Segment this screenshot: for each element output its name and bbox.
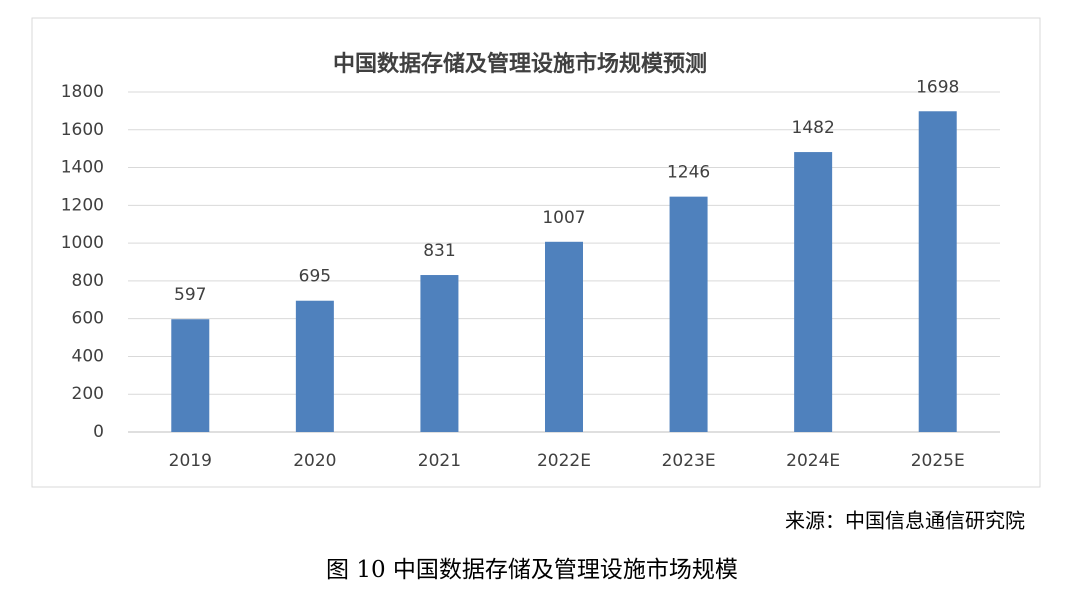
y-tick-label: 1800	[61, 82, 104, 102]
value-label: 1482	[792, 118, 835, 138]
y-tick-label: 400	[72, 346, 104, 366]
value-label: 1246	[667, 163, 710, 183]
bar	[918, 111, 957, 433]
bar	[295, 300, 334, 432]
y-tick-label: 1400	[61, 158, 104, 178]
bar	[171, 319, 210, 432]
source-note: 来源：中国信息通信研究院	[785, 509, 1025, 533]
value-label: 1007	[542, 208, 585, 228]
x-tick-label: 2025E	[911, 451, 965, 471]
y-tick-label: 800	[72, 271, 104, 291]
bar	[420, 275, 459, 432]
x-tick-label: 2022E	[537, 451, 591, 471]
y-tick-label: 1200	[61, 195, 104, 215]
value-label: 695	[299, 267, 331, 287]
y-tick-label: 0	[93, 422, 104, 442]
value-label: 831	[423, 241, 455, 261]
figure-caption: 图 10 中国数据存储及管理设施市场规模	[326, 557, 738, 583]
value-label: 597	[174, 285, 206, 305]
y-tick-label: 200	[72, 384, 104, 404]
value-label: 1698	[916, 77, 959, 97]
bar	[669, 196, 708, 432]
x-tick-label: 2019	[169, 451, 212, 471]
y-tick-label: 1600	[61, 120, 104, 140]
x-tick-label: 2023E	[662, 451, 716, 471]
x-tick-label: 2021	[418, 451, 461, 471]
chart-title: 中国数据存储及管理设施市场规模预测	[333, 51, 707, 77]
x-tick-label: 2020	[293, 451, 336, 471]
y-tick-label: 1000	[61, 233, 104, 253]
bar	[545, 241, 583, 432]
bar	[794, 152, 833, 433]
y-tick-label: 600	[72, 309, 104, 329]
x-tick-label: 2024E	[786, 451, 840, 471]
